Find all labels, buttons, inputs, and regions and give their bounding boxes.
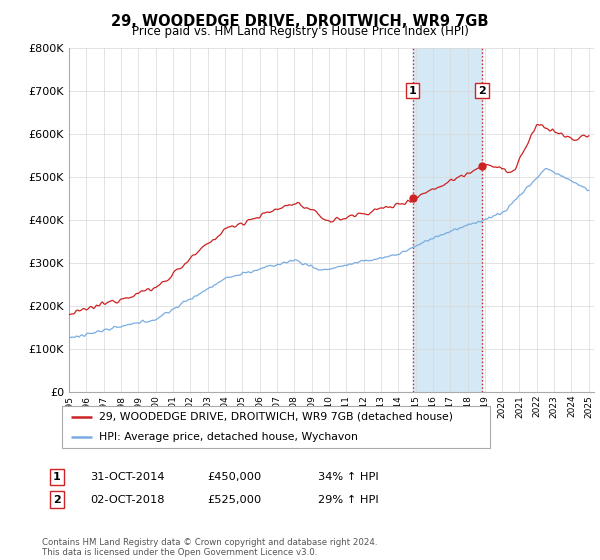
Text: 2: 2 bbox=[53, 494, 61, 505]
Text: HPI: Average price, detached house, Wychavon: HPI: Average price, detached house, Wych… bbox=[99, 432, 358, 442]
Text: Contains HM Land Registry data © Crown copyright and database right 2024.
This d: Contains HM Land Registry data © Crown c… bbox=[42, 538, 377, 557]
Text: 29, WOODEDGE DRIVE, DROITWICH, WR9 7GB (detached house): 29, WOODEDGE DRIVE, DROITWICH, WR9 7GB (… bbox=[99, 412, 453, 422]
Text: Price paid vs. HM Land Registry's House Price Index (HPI): Price paid vs. HM Land Registry's House … bbox=[131, 25, 469, 38]
Text: 29, WOODEDGE DRIVE, DROITWICH, WR9 7GB: 29, WOODEDGE DRIVE, DROITWICH, WR9 7GB bbox=[111, 14, 489, 29]
Text: £450,000: £450,000 bbox=[207, 472, 261, 482]
Text: 2: 2 bbox=[478, 86, 486, 96]
Text: 02-OCT-2018: 02-OCT-2018 bbox=[90, 494, 164, 505]
Text: 1: 1 bbox=[53, 472, 61, 482]
Text: £525,000: £525,000 bbox=[207, 494, 261, 505]
Bar bbox=[413, 48, 482, 392]
Text: 1: 1 bbox=[409, 86, 416, 96]
FancyBboxPatch shape bbox=[62, 405, 490, 449]
Text: 29% ↑ HPI: 29% ↑ HPI bbox=[318, 494, 379, 505]
Text: 31-OCT-2014: 31-OCT-2014 bbox=[90, 472, 164, 482]
Text: 34% ↑ HPI: 34% ↑ HPI bbox=[318, 472, 379, 482]
